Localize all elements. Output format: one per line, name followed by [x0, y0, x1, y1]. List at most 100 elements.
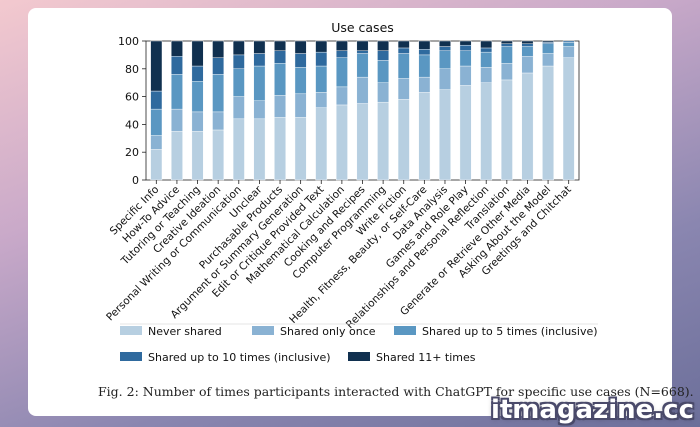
bar-segment [150, 90, 163, 110]
bar-segment [377, 50, 389, 61]
bar-segment [480, 40, 493, 49]
bar-segment [562, 46, 575, 58]
chart-title: Use cases [331, 20, 394, 35]
bar-segment [397, 40, 410, 49]
bar-segment [253, 118, 266, 181]
bar-segment [356, 76, 369, 104]
bar-segment [397, 47, 410, 54]
bar-segment [274, 95, 286, 118]
bar-segment [562, 42, 575, 47]
legend-swatch [252, 326, 274, 335]
bar-segment [500, 79, 513, 181]
bar-segment [418, 92, 431, 181]
bar-segment [336, 50, 348, 58]
y-tick-label: 20 [125, 146, 139, 159]
bar-segment [439, 46, 451, 51]
site-watermark: itmagazine.cc [490, 395, 694, 425]
bar-segment [542, 40, 554, 43]
bar-segment [439, 89, 451, 181]
bar-segment [294, 67, 307, 95]
bar-segment [480, 82, 493, 181]
bar-segment [562, 40, 575, 43]
bar-segment [521, 72, 534, 181]
bar-segment [439, 68, 451, 90]
bar-segment [356, 53, 369, 78]
bar-segment [294, 53, 307, 68]
bar-segment [459, 50, 472, 67]
bar-segment [459, 65, 472, 86]
bar-segment [480, 47, 493, 53]
bar-segment [521, 43, 534, 47]
bar-segment [480, 51, 493, 68]
bar-segment [232, 68, 245, 97]
bar-segment [315, 92, 328, 108]
y-tick-label: 40 [125, 118, 139, 131]
bar-segment [377, 60, 389, 83]
bar-segment [150, 40, 163, 92]
bar-segment [274, 117, 286, 181]
bar-segment [521, 46, 534, 57]
bar-segment [191, 65, 204, 82]
bar-segment [212, 74, 225, 113]
bar-segment [397, 53, 410, 79]
legend-label: Shared up to 10 times (inclusive) [148, 351, 331, 364]
bar-segment [418, 54, 431, 78]
bar-segment [212, 129, 225, 181]
bar-segment [171, 131, 183, 181]
bar-segment [315, 107, 328, 181]
legend-label: Never shared [148, 325, 222, 338]
bar-segment [171, 40, 183, 57]
legend-label: Shared 11+ times [376, 351, 476, 364]
legend: Never shared Shared only once Shared up to… [120, 323, 598, 364]
legend-swatch [120, 326, 142, 335]
bar-segment [459, 85, 472, 181]
bar-segment [315, 40, 328, 53]
bar-segment [315, 65, 328, 93]
bar-segment [336, 57, 348, 88]
bar-segment [500, 46, 513, 64]
bar-segment [500, 43, 513, 47]
bar-segment [150, 135, 163, 150]
bar-segment [336, 40, 348, 51]
bar-segment [500, 40, 513, 44]
bar-segment [253, 65, 266, 101]
figure-caption: Fig. 2: Number of times participants int… [98, 384, 694, 399]
bar-segment [418, 49, 431, 56]
bar-segment [232, 54, 245, 70]
y-tick-label: 60 [125, 91, 139, 104]
y-tick-label: 100 [118, 35, 139, 48]
figure-card: Use cases 0 20 40 60 80 100 Specific Info How-To… [28, 8, 694, 416]
bar-segment [294, 40, 307, 54]
bar-segment [459, 44, 472, 51]
bar-segment [418, 76, 431, 93]
legend-label: Shared only once [280, 325, 376, 338]
bar-segment [171, 56, 183, 75]
legend-swatch [394, 326, 416, 335]
bar-segment [253, 53, 266, 67]
bar-segment [377, 101, 389, 181]
bar-segment [253, 40, 266, 54]
bar-segment [191, 111, 204, 132]
bar-segment [171, 108, 183, 132]
bar-segment [232, 118, 245, 181]
y-tick-label: 80 [125, 63, 139, 76]
bar-segment [500, 63, 513, 81]
bar-segment [171, 74, 183, 110]
bar-segment [191, 131, 204, 181]
bar-segment [542, 53, 554, 67]
bar-segment [212, 111, 225, 131]
bar-segment [521, 56, 534, 74]
bar-segment [274, 40, 286, 51]
bar-segment [521, 40, 534, 44]
bar-segment [336, 86, 348, 106]
bar-segment [562, 57, 575, 181]
bar-segment [150, 108, 163, 136]
bar-segment [439, 40, 451, 47]
bar-segment [356, 40, 369, 51]
bar-segment [294, 117, 307, 181]
bar-segment [418, 40, 431, 50]
bar-segment [232, 40, 245, 56]
bar-segment [336, 104, 348, 181]
bar-segment [212, 40, 225, 58]
bar-segment [212, 57, 225, 75]
